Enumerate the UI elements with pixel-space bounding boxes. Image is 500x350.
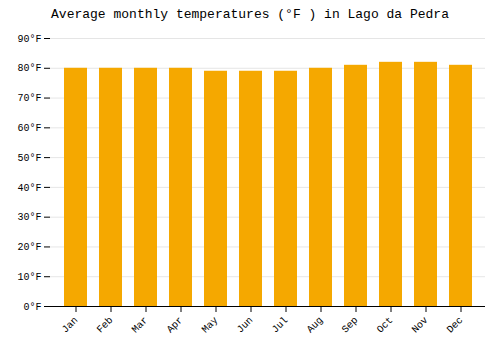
svg-text:40°F: 40°F — [17, 183, 41, 194]
svg-text:10°F: 10°F — [17, 272, 41, 283]
svg-text:80°F: 80°F — [17, 63, 41, 74]
svg-text:Dec: Dec — [445, 315, 466, 336]
svg-text:Mar: Mar — [130, 315, 151, 336]
html-text:Average monthly temperatures (: Average monthly temperatures (°F ) in La… — [51, 7, 449, 22]
svg-text:Jun: Jun — [235, 315, 256, 336]
svg-text:0°F: 0°F — [23, 302, 41, 313]
svg-text:Feb: Feb — [95, 315, 116, 336]
svg-text:50°F: 50°F — [17, 153, 41, 164]
svg-text:May: May — [200, 315, 221, 336]
svg-text:Jan: Jan — [60, 315, 81, 336]
svg-text:Oct: Oct — [375, 315, 396, 336]
svg-text:30°F: 30°F — [17, 212, 41, 223]
svg-text:Apr: Apr — [165, 315, 186, 336]
svg-text:70°F: 70°F — [17, 93, 41, 104]
svg-text:20°F: 20°F — [17, 242, 41, 253]
svg-text:Aug: Aug — [305, 315, 326, 336]
svg-text:60°F: 60°F — [17, 123, 41, 134]
svg-text:Jul: Jul — [270, 315, 291, 336]
svg-text:90°F: 90°F — [17, 34, 41, 45]
svg-text:Sep: Sep — [340, 315, 361, 336]
svg-text:Nov: Nov — [410, 315, 431, 336]
